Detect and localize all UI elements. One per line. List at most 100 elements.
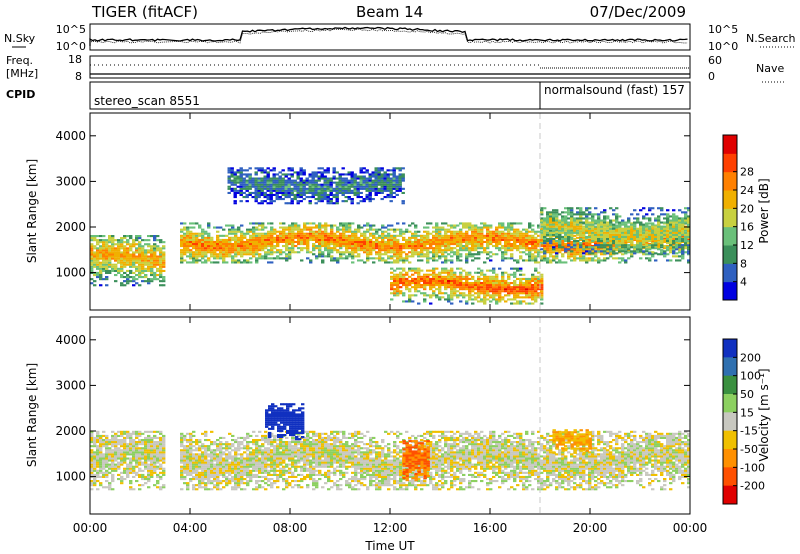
- power-echo-cell: [285, 236, 289, 239]
- power-echo-cell: [468, 292, 472, 295]
- power-echo-cell: [240, 238, 244, 241]
- power-echo-cell: [374, 193, 378, 196]
- power-echo-cell: [495, 286, 499, 289]
- power-echo-cell: [462, 296, 466, 299]
- power-echo-cell: [513, 296, 517, 299]
- power-echo-cell: [189, 236, 193, 239]
- power-echo-cell: [285, 226, 289, 229]
- power-echo-cell: [261, 226, 265, 229]
- power-echo-cell: [90, 239, 94, 242]
- power-echo-cell: [386, 179, 390, 182]
- power-echo-cell: [290, 191, 294, 194]
- power-echo-cell: [285, 238, 289, 241]
- power-echo-cell: [348, 222, 352, 225]
- power-echo-cell: [621, 219, 625, 222]
- power-echo-cell: [645, 248, 649, 251]
- power-echo-cell: [648, 244, 652, 247]
- power-echo-cell: [129, 257, 133, 260]
- power-echo-cell: [93, 274, 97, 277]
- power-echo-cell: [147, 269, 151, 272]
- power-echo-cell: [159, 247, 163, 250]
- power-echo-cell: [264, 232, 268, 235]
- power-echo-cell: [356, 175, 360, 178]
- power-echo-cell: [93, 245, 97, 248]
- power-echo-cell: [275, 189, 279, 192]
- power-echo-cell: [531, 294, 535, 297]
- power-echo-cell: [351, 238, 355, 241]
- power-echo-cell: [284, 181, 288, 184]
- power-echo-cell: [368, 183, 372, 186]
- power-echo-cell: [615, 224, 619, 227]
- power-echo-cell: [447, 228, 451, 231]
- power-echo-cell: [384, 261, 388, 264]
- power-echo-cell: [627, 235, 631, 238]
- power-echo-cell: [444, 257, 448, 260]
- power-echo-cell: [302, 189, 306, 192]
- power-echo-cell: [320, 167, 324, 170]
- power-echo-cell: [236, 189, 240, 192]
- power-echo-cell: [438, 249, 442, 252]
- power-echo-cell: [279, 222, 283, 225]
- power-echo-cell: [126, 269, 130, 272]
- power-echo-cell: [156, 235, 160, 238]
- power-echo-cell: [395, 185, 399, 188]
- power-echo-cell: [378, 255, 382, 258]
- power-echo-cell: [345, 245, 349, 248]
- power-echo-cell: [549, 253, 553, 256]
- power-echo-cell: [672, 246, 676, 249]
- power-echo-cell: [570, 240, 574, 243]
- power-echo-cell: [663, 245, 667, 248]
- power-echo-cell: [522, 277, 526, 280]
- power-echo-cell: [234, 240, 238, 243]
- power-echo-cell: [546, 217, 550, 220]
- power-echo-cell: [195, 234, 199, 237]
- power-echo-cell: [159, 274, 163, 277]
- power-echo-cell: [438, 243, 442, 246]
- power-echo-cell: [534, 286, 538, 289]
- power-echo-cell: [333, 236, 337, 239]
- power-echo-cell: [114, 269, 118, 272]
- power-echo-cell: [227, 177, 231, 180]
- power-echo-cell: [429, 240, 433, 243]
- power-echo-cell: [345, 226, 349, 229]
- power-echo-cell: [291, 222, 295, 225]
- power-echo-cell: [456, 290, 460, 293]
- power-echo-cell: [474, 224, 478, 227]
- power-echo-cell: [108, 271, 112, 274]
- power-echo-cell: [465, 286, 469, 289]
- power-echo-cell: [201, 261, 205, 264]
- power-echo-cell: [287, 179, 291, 182]
- power-echo-cell: [315, 255, 319, 258]
- power-echo-cell: [615, 233, 619, 236]
- power-echo-cell: [672, 229, 676, 232]
- power-echo-cell: [296, 200, 300, 203]
- power-echo-cell: [335, 185, 339, 188]
- power-echo-cell: [180, 255, 184, 258]
- power-echo-cell: [318, 234, 322, 237]
- power-echo-cell: [90, 255, 94, 258]
- power-echo-cell: [528, 290, 532, 293]
- power-echo-cell: [582, 225, 586, 228]
- power-echo-cell: [507, 286, 511, 289]
- power-echo-cell: [261, 255, 265, 258]
- power-echo-cell: [612, 213, 616, 216]
- power-echo-cell: [510, 257, 514, 260]
- power-echo-cell: [567, 211, 571, 214]
- power-echo-cell: [270, 240, 274, 243]
- power-echo-cell: [270, 249, 274, 252]
- power-echo-cell: [147, 235, 151, 238]
- power-echo-cell: [672, 250, 676, 253]
- power-echo-cell: [339, 234, 343, 237]
- power-echo-cell: [432, 275, 436, 278]
- power-echo-cell: [495, 300, 499, 303]
- power-echo-cell: [573, 225, 577, 228]
- power-echo-cell: [684, 251, 688, 254]
- power-echo-cell: [245, 169, 249, 172]
- power-echo-cell: [105, 247, 109, 250]
- power-echo-cell: [93, 261, 97, 264]
- power-echo-cell: [233, 183, 237, 186]
- power-echo-cell: [438, 288, 442, 291]
- power-echo-cell: [281, 181, 285, 184]
- power-echo-cell: [231, 261, 235, 264]
- power-echo-cell: [228, 232, 232, 235]
